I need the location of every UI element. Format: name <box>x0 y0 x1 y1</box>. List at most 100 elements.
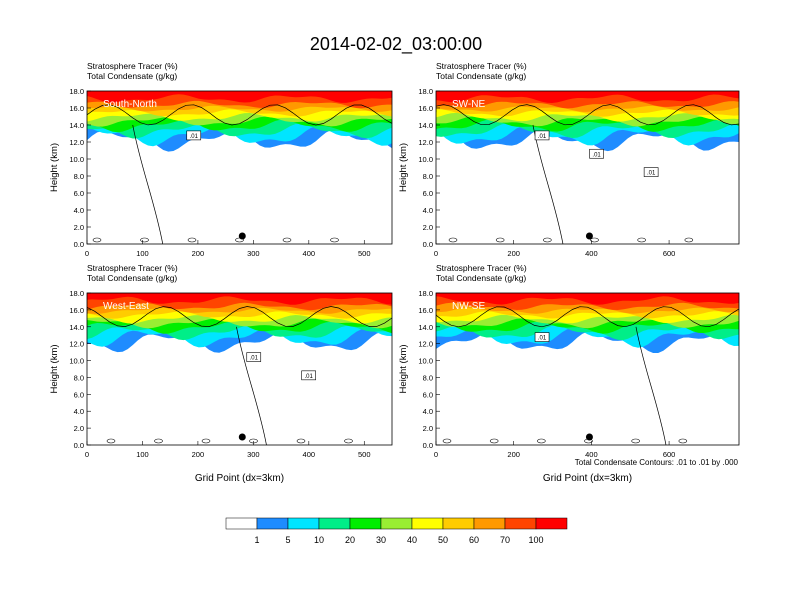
panel-west-east: Stratosphere Tracer (%)Total Condensate … <box>49 263 393 484</box>
tracer-band-10 <box>87 293 392 305</box>
contour-blob <box>296 438 306 444</box>
colorbar-label: 60 <box>469 535 479 545</box>
y-tick-label: 18.0 <box>69 87 84 96</box>
tracer-band-10 <box>436 91 739 103</box>
panel-name: NW-SE <box>452 301 485 312</box>
x-tick-label: 200 <box>507 450 520 459</box>
y-tick-label: 8.0 <box>423 373 433 382</box>
contour-blob <box>442 438 452 444</box>
y-tick-label: 18.0 <box>418 87 433 96</box>
condensate-contours <box>436 306 739 445</box>
x-tick-label: 300 <box>247 249 260 258</box>
x-tick-label: 100 <box>136 249 149 258</box>
colorbar-label: 100 <box>528 535 543 545</box>
contour-label-box <box>246 352 262 362</box>
contour-label: .01 <box>592 152 601 158</box>
y-tick-label: 0.0 <box>74 240 84 249</box>
contour-blob <box>92 237 102 243</box>
y-tick-label: 14.0 <box>69 323 84 332</box>
y-tick-label: 10.0 <box>418 155 433 164</box>
x-tick-label: 0 <box>434 249 438 258</box>
y-axis-label: Height (km) <box>49 344 60 393</box>
panels-group: Stratosphere Tracer (%)Total Condensate … <box>49 61 740 484</box>
panel-header-line1: Stratosphere Tracer (%) <box>87 61 178 71</box>
y-tick-label: 12.0 <box>418 138 433 147</box>
contour-line <box>236 326 267 445</box>
y-tick-label: 14.0 <box>418 121 433 130</box>
y-tick-label: 6.0 <box>74 390 84 399</box>
colorbar-label: 10 <box>314 535 324 545</box>
contour-label-box <box>186 130 202 141</box>
colorbar-swatch <box>442 517 475 530</box>
plot-frame <box>435 90 740 245</box>
plot-frame <box>86 90 393 245</box>
y-tick-label: 18.0 <box>418 289 433 298</box>
y-tick-label: 12.0 <box>418 340 433 349</box>
colorbar-swatch <box>225 517 258 530</box>
colorbar-label: 1 <box>254 535 259 545</box>
tracer-field <box>436 293 739 353</box>
x-tick-label: 500 <box>358 249 371 258</box>
y-tick-label: 4.0 <box>74 407 84 416</box>
y-tick-label: 12.0 <box>69 138 84 147</box>
y-tick-label: 8.0 <box>74 373 84 382</box>
contour-blob <box>187 237 197 243</box>
y-tick-label: 12.0 <box>69 340 84 349</box>
figure-title: 2014-02-02_03:00:00 <box>310 34 482 55</box>
y-tick-label: 8.0 <box>74 172 84 181</box>
contour-blob <box>201 438 211 444</box>
contour-blob <box>631 438 640 444</box>
y-tick-label: 4.0 <box>423 206 433 215</box>
y-tick-label: 14.0 <box>69 121 84 130</box>
panel-south-north: Stratosphere Tracer (%)Total Condensate … <box>49 61 393 258</box>
x-axis-label: Grid Point (dx=3km) <box>543 473 632 484</box>
x-tick-label: 400 <box>303 249 316 258</box>
contour-blob <box>344 438 353 444</box>
contour-line <box>87 104 392 126</box>
contour-label: .01 <box>304 374 313 380</box>
colorbar-label: 20 <box>345 535 355 545</box>
y-tick-label: 14.0 <box>418 323 433 332</box>
x-tick-label: 400 <box>303 450 316 459</box>
contour-line <box>132 124 164 244</box>
field-area: .01 <box>87 91 392 244</box>
contour-blob <box>637 237 646 243</box>
colorbar-swatch <box>256 517 289 530</box>
x-tick-label: 100 <box>136 450 149 459</box>
panel-name: South-North <box>103 99 157 110</box>
panel-name: West-East <box>103 301 149 312</box>
colorbar-label: 70 <box>500 535 510 545</box>
colorbar-swatch <box>287 517 320 530</box>
y-tick-label: 16.0 <box>69 104 84 113</box>
plot-frame <box>435 292 740 446</box>
location-marker <box>238 433 246 441</box>
y-axis-label: Height (km) <box>398 344 409 393</box>
contour-note: Total Condensate Contours: .01 to .01 by… <box>575 458 739 467</box>
contour-blob <box>543 237 552 243</box>
y-tick-label: 16.0 <box>418 104 433 113</box>
field-area: .01 <box>436 293 739 445</box>
tracer-field <box>87 91 392 152</box>
x-tick-label: 200 <box>192 249 205 258</box>
x-tick-label: 600 <box>663 249 676 258</box>
y-tick-label: 6.0 <box>74 189 84 198</box>
contour-blob <box>495 237 505 243</box>
panel-sw-ne: Stratosphere Tracer (%)Total Condensate … <box>398 61 740 258</box>
contour-label: .01 <box>250 356 259 362</box>
panel-header-line1: Stratosphere Tracer (%) <box>436 263 527 273</box>
colorbar-label: 50 <box>438 535 448 545</box>
colorbar-swatch <box>349 517 382 530</box>
y-tick-label: 6.0 <box>423 390 433 399</box>
plot-frame <box>86 292 393 446</box>
panel-header-line2: Total Condensate (g/kg) <box>87 71 177 81</box>
panel-nw-se: Stratosphere Tracer (%) Total Condensate … <box>398 263 740 484</box>
y-axis-label: Height (km) <box>398 143 409 192</box>
contour-label: .01 <box>538 134 547 140</box>
y-tick-label: 2.0 <box>423 424 433 433</box>
y-tick-label: 0.0 <box>74 441 84 450</box>
location-marker <box>585 433 593 441</box>
tracer-field <box>87 293 392 353</box>
y-tick-label: 0.0 <box>423 441 433 450</box>
y-tick-label: 0.0 <box>423 240 433 249</box>
contour-blob <box>154 438 163 444</box>
